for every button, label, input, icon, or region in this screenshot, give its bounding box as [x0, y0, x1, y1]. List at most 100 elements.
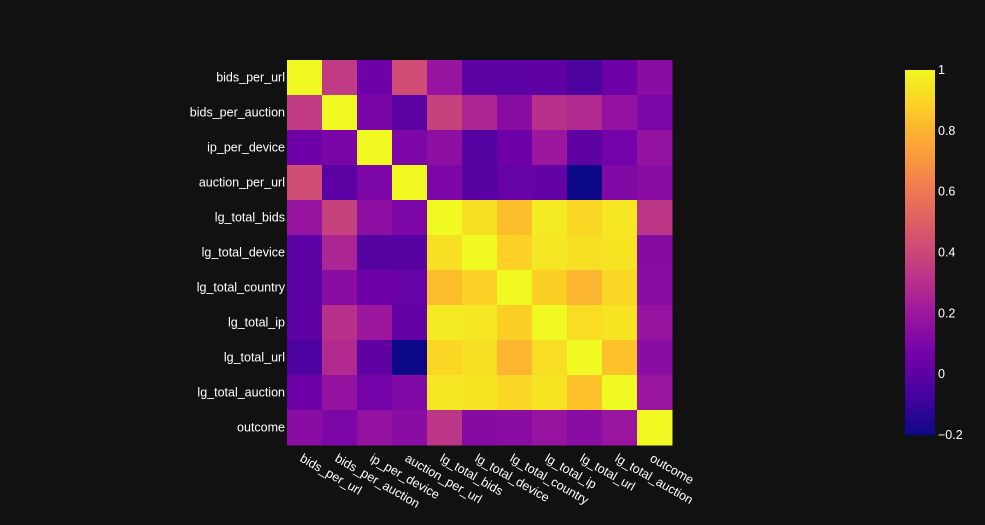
heatmap-cell	[357, 305, 393, 341]
heatmap-cell	[322, 270, 358, 306]
heatmap-cell	[462, 200, 498, 236]
heatmap-cell	[357, 270, 393, 306]
heatmap-cell	[637, 165, 673, 201]
heatmap-cell	[287, 60, 323, 96]
heatmap-cell	[532, 270, 568, 306]
heatmap-cell	[637, 60, 673, 96]
y-tick-label: lg_total_url	[224, 351, 285, 365]
heatmap-cell	[567, 130, 603, 166]
heatmap-cell	[497, 60, 533, 96]
y-axis-labels: bids_per_url bids_per_auction ip_per_devic…	[190, 71, 286, 435]
colorbar-tick-label: 0.4	[938, 246, 955, 260]
heatmap-cell	[567, 95, 603, 131]
heatmap-cell	[322, 60, 358, 96]
heatmap-cell	[637, 340, 673, 376]
colorbar-gradient	[905, 70, 935, 435]
heatmap-cell	[392, 340, 428, 376]
heatmap-cell	[532, 130, 568, 166]
heatmap-cell	[427, 410, 463, 446]
y-tick-label: auction_per_url	[199, 176, 285, 190]
heatmap-cell	[637, 130, 673, 166]
heatmap-cell	[287, 235, 323, 271]
colorbar-tick-label: 0.2	[938, 306, 955, 320]
heatmap-cell	[462, 235, 498, 271]
heatmap-cell	[497, 340, 533, 376]
heatmap-cell	[637, 305, 673, 341]
heatmap-cell	[567, 165, 603, 201]
heatmap-cell	[357, 200, 393, 236]
heatmap-cell	[322, 130, 358, 166]
heatmap-cell	[462, 165, 498, 201]
heatmap-cell	[602, 60, 638, 96]
heatmap-cell	[637, 270, 673, 306]
heatmap-cell	[602, 375, 638, 411]
heatmap-cell	[567, 410, 603, 446]
heatmap-cell	[287, 200, 323, 236]
heatmap-cell	[602, 165, 638, 201]
heatmap-cell	[462, 95, 498, 131]
y-tick-label: lg_total_ip	[228, 316, 285, 330]
heatmap-cell	[532, 165, 568, 201]
heatmap-cell	[637, 200, 673, 236]
heatmap-cell	[602, 340, 638, 376]
heatmap-cell	[497, 95, 533, 131]
heatmap-cell	[462, 270, 498, 306]
heatmap-cell	[357, 165, 393, 201]
heatmap-cell	[602, 410, 638, 446]
heatmap-cell	[427, 200, 463, 236]
y-tick-label: lg_total_bids	[215, 211, 285, 225]
heatmap-cell	[462, 410, 498, 446]
heatmap-cell	[637, 375, 673, 411]
heatmap-cell	[532, 375, 568, 411]
y-tick-label: bids_per_auction	[190, 106, 285, 120]
heatmap-cell	[567, 60, 603, 96]
heatmap-cell	[602, 235, 638, 271]
heatmap-cell	[392, 410, 428, 446]
heatmap-cell	[532, 60, 568, 96]
heatmap-cell	[462, 305, 498, 341]
heatmap-cell	[462, 130, 498, 166]
y-tick-label: ip_per_device	[207, 141, 285, 155]
heatmap-cell	[567, 200, 603, 236]
heatmap-cell	[287, 165, 323, 201]
colorbar-tick-label: 1	[938, 63, 945, 77]
heatmap-cell	[392, 200, 428, 236]
colorbar: 1 0.8 0.6 0.4 0.2 0 −0.2	[905, 63, 963, 442]
colorbar-tick-label: 0.6	[938, 185, 955, 199]
heatmap-cell	[497, 130, 533, 166]
heatmap-cell	[287, 305, 323, 341]
heatmap-cell	[357, 60, 393, 96]
heatmap-cell	[497, 165, 533, 201]
x-axis-labels: bids_per_urlbids_per_auctionip_per_devic…	[298, 451, 697, 511]
heatmap-cell	[497, 410, 533, 446]
heatmap-cell	[462, 375, 498, 411]
heatmap-cell	[392, 375, 428, 411]
heatmap-cell	[602, 270, 638, 306]
heatmap-cell	[392, 165, 428, 201]
y-tick-label: outcome	[237, 421, 285, 435]
heatmap-cell	[392, 60, 428, 96]
heatmap-cell	[287, 375, 323, 411]
heatmap-cell	[532, 200, 568, 236]
heatmap-cell	[567, 270, 603, 306]
heatmap-cell	[637, 95, 673, 131]
heatmap-cell	[427, 305, 463, 341]
y-tick-label: lg_total_device	[202, 246, 285, 260]
heatmap-cell	[322, 165, 358, 201]
heatmap-cell	[637, 235, 673, 271]
heatmap-cell	[532, 95, 568, 131]
heatmap-cells	[287, 60, 673, 446]
colorbar-tick-label: 0	[938, 367, 945, 381]
heatmap-cell	[392, 130, 428, 166]
heatmap-cell	[427, 95, 463, 131]
colorbar-ticks: 1 0.8 0.6 0.4 0.2 0 −0.2	[938, 63, 963, 442]
heatmap-cell	[287, 410, 323, 446]
heatmap-cell	[427, 340, 463, 376]
heatmap-cell	[567, 375, 603, 411]
heatmap-cell	[322, 95, 358, 131]
heatmap-cell	[532, 305, 568, 341]
heatmap-cell	[497, 270, 533, 306]
heatmap-cell	[567, 340, 603, 376]
y-tick-label: lg_total_auction	[197, 386, 285, 400]
